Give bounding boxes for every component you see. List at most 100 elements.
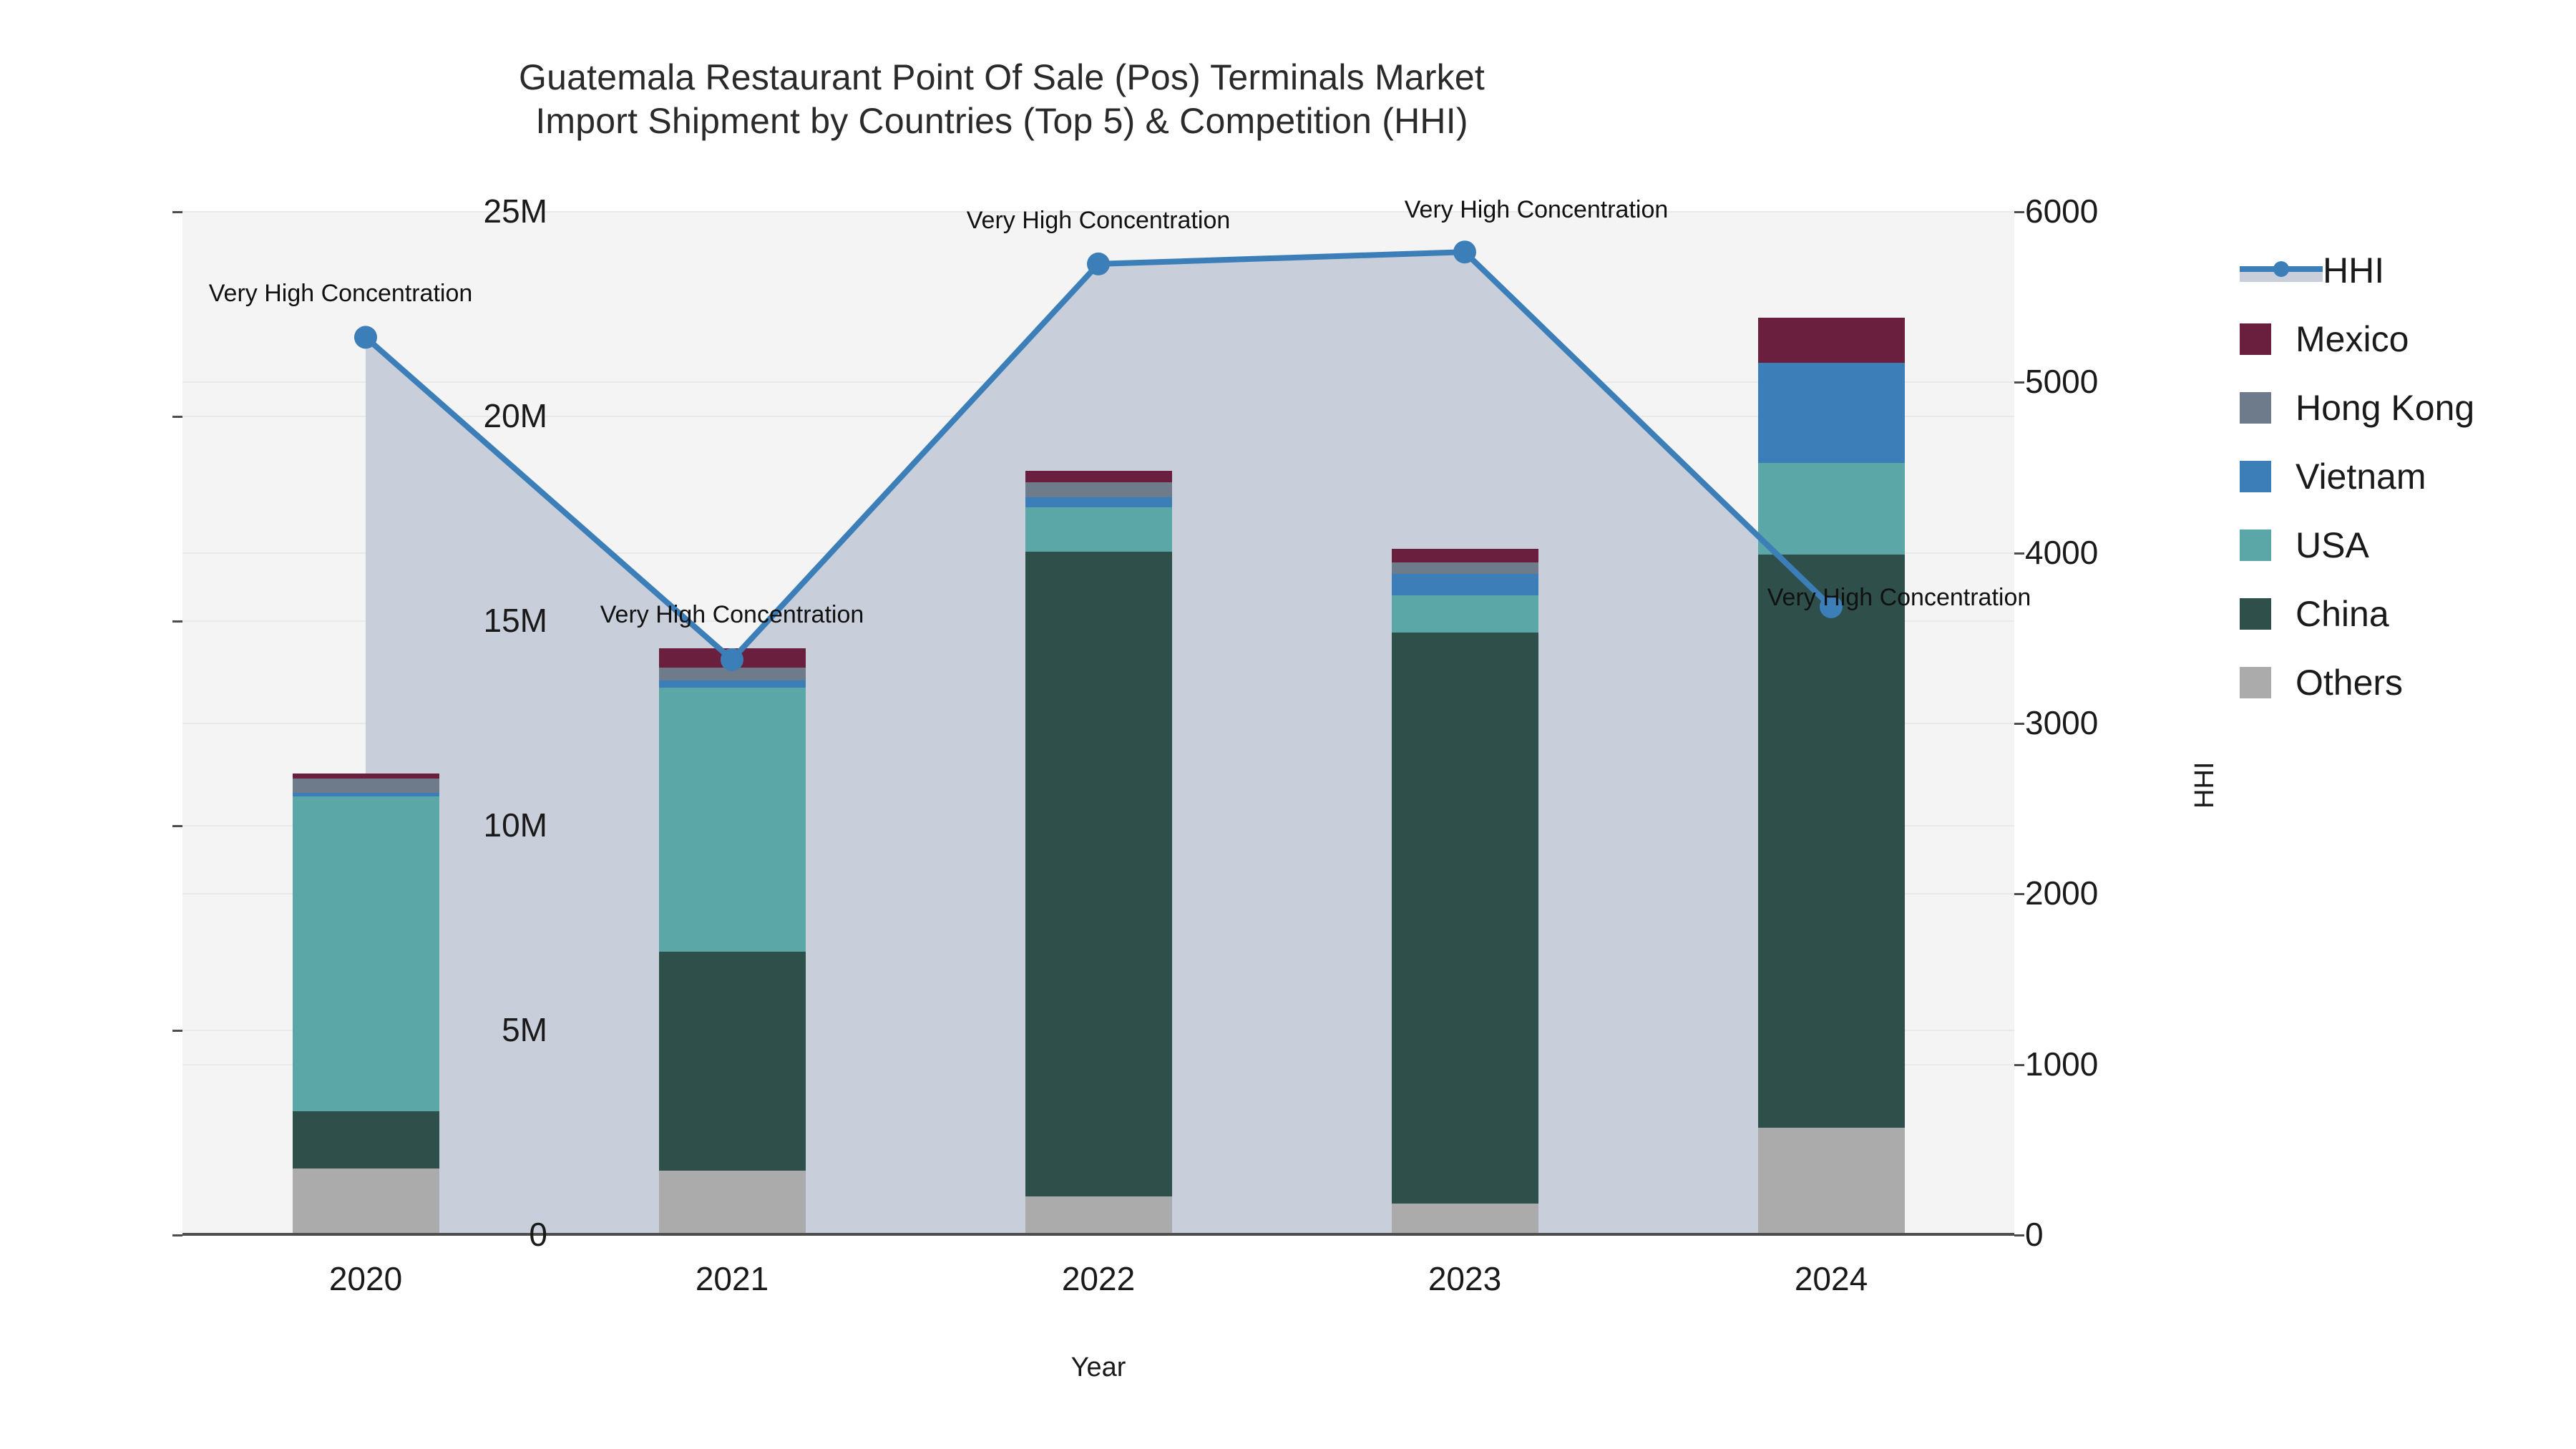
y-tick-label: 10M [483, 806, 547, 844]
hhi-marker[interactable] [1453, 240, 1476, 264]
bar-2024[interactable] [1757, 211, 1905, 1234]
bar-segment-others[interactable] [292, 1169, 439, 1234]
bar-2023[interactable] [1391, 211, 1538, 1234]
y-tick-label-secondary: 0 [2025, 1216, 2044, 1253]
legend-color-swatch [2240, 461, 2271, 492]
y-tick-label: 15M [483, 602, 547, 639]
y-tick-mark [172, 416, 182, 418]
y-tick-mark-secondary [2014, 552, 2024, 555]
legend-item-hong-kong[interactable]: Hong Kong [2240, 374, 2474, 442]
x-tick-label-2024: 2024 [1794, 1260, 1868, 1297]
legend-color-swatch [2240, 530, 2271, 561]
plot-area [182, 211, 2014, 1236]
y-tick-mark [172, 825, 182, 827]
legend-item-vietnam[interactable]: Vietnam [2240, 442, 2474, 511]
chart-title-line-1: Guatemala Restaurant Point Of Sale (Pos)… [519, 57, 1485, 97]
x-tick-label-2020: 2020 [328, 1260, 403, 1297]
y-tick-mark-secondary [2014, 1234, 2024, 1236]
y-tick-label: 0 [529, 1216, 547, 1253]
y-tick-label-secondary: 3000 [2025, 704, 2099, 741]
bar-segment-vietnam[interactable] [658, 680, 806, 688]
bar-segment-mexico[interactable] [292, 773, 439, 779]
hhi-marker[interactable] [1820, 595, 1843, 618]
bar-segment-others[interactable] [658, 1171, 806, 1234]
legend-item-usa[interactable]: USA [2240, 511, 2474, 580]
bar-segment-vietnam[interactable] [1757, 362, 1905, 463]
legend-line-swatch [2240, 255, 2323, 286]
annotation-2021: Very High Concentration [600, 600, 864, 628]
legend-color-swatch [2240, 323, 2271, 355]
bar-segment-china[interactable] [1391, 633, 1538, 1204]
bar-segment-china[interactable] [658, 952, 806, 1171]
bar-segment-usa[interactable] [658, 688, 806, 952]
legend-label: HHI [2323, 250, 2385, 291]
bar-segment-vietnam[interactable] [292, 792, 439, 796]
y-tick-label: 20M [483, 397, 547, 434]
legend-label: China [2296, 594, 2389, 634]
legend-item-mexico[interactable]: Mexico [2240, 305, 2474, 374]
legend-item-others[interactable]: Others [2240, 648, 2474, 717]
legend-label: Mexico [2296, 319, 2409, 359]
legend-item-hhi[interactable]: HHI [2240, 236, 2474, 305]
hhi-marker[interactable] [721, 648, 743, 671]
bar-segment-usa[interactable] [1391, 595, 1538, 633]
hhi-marker[interactable] [1087, 252, 1110, 275]
bar-segment-hong-kong[interactable] [292, 778, 439, 793]
bar-segment-usa[interactable] [292, 796, 439, 1112]
y-tick-label-secondary: 6000 [2025, 192, 2099, 230]
x-axis-baseline [182, 1233, 2014, 1236]
bar-segment-hong-kong[interactable] [1391, 562, 1538, 574]
bar-2020[interactable] [292, 211, 439, 1234]
y-tick-mark [172, 620, 182, 623]
bar-segment-hong-kong[interactable] [1025, 482, 1172, 498]
bar-segment-china[interactable] [1025, 551, 1172, 1196]
y-tick-label: 5M [502, 1011, 547, 1048]
legend-color-swatch [2240, 667, 2271, 698]
bar-segment-china[interactable] [292, 1111, 439, 1169]
x-tick-label-2021: 2021 [695, 1260, 769, 1297]
bar-2021[interactable] [658, 211, 806, 1234]
y-tick-mark-secondary [2014, 211, 2024, 213]
legend-label: USA [2296, 525, 2369, 565]
y-axis-secondary-label: HHI [2190, 761, 2220, 809]
x-axis-label: Year [1070, 1352, 1126, 1382]
y-tick-label-secondary: 2000 [2025, 874, 2099, 912]
hhi-line-layer [354, 240, 1843, 671]
chart-legend: HHI Mexico Hong Kong Vietnam USA China Others [2240, 236, 2474, 717]
legend-label: Hong Kong [2296, 388, 2475, 428]
bar-segment-china[interactable] [1757, 555, 1905, 1128]
legend-label: Others [2296, 663, 2404, 703]
y-tick-label-secondary: 1000 [2025, 1045, 2099, 1083]
bar-segment-mexico[interactable] [1757, 317, 1905, 363]
bar-segment-others[interactable] [1391, 1204, 1538, 1234]
hhi-line [364, 249, 1833, 663]
bar-segment-hong-kong[interactable] [658, 667, 806, 681]
bar-segment-vietnam[interactable] [1391, 573, 1538, 595]
bar-segment-mexico[interactable] [1025, 471, 1172, 483]
y-tick-mark-secondary [2014, 381, 2024, 384]
y-tick-label-secondary: 4000 [2025, 533, 2099, 571]
bar-segment-usa[interactable] [1025, 507, 1172, 552]
bar-segment-vietnam[interactable] [1025, 497, 1172, 508]
bar-segment-others[interactable] [1757, 1128, 1905, 1234]
annotation-2024: Very High Concentration [1767, 583, 2031, 611]
y-tick-mark [172, 1234, 182, 1236]
bar-segment-usa[interactable] [1757, 462, 1905, 555]
hhi-marker[interactable] [354, 326, 377, 349]
y-axis-label: TRADE VALUE (US$) [0, 457, 1, 723]
x-tick-label-2022: 2022 [1061, 1260, 1136, 1297]
bar-segment-others[interactable] [1025, 1196, 1172, 1234]
y-tick-label-secondary: 5000 [2025, 363, 2099, 401]
y-tick-mark [172, 211, 182, 213]
plot-inner [182, 211, 2014, 1236]
gridline-secondary [182, 211, 2014, 213]
annotation-2023: Very High Concentration [1404, 196, 1669, 224]
bar-2022[interactable] [1025, 211, 1172, 1234]
chart-title: Guatemala Restaurant Point Of Sale (Pos)… [0, 56, 2004, 143]
legend-color-swatch [2240, 598, 2271, 630]
legend-color-swatch [2240, 392, 2271, 424]
bar-segment-mexico[interactable] [1391, 549, 1538, 563]
legend-item-china[interactable]: China [2240, 580, 2474, 648]
chart-title-line-2: Import Shipment by Countries (Top 5) & C… [535, 101, 1468, 141]
